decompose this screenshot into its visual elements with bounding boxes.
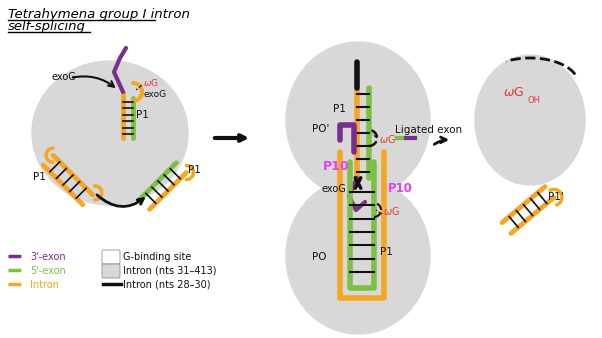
Text: P1': P1'	[548, 192, 563, 202]
Text: Intron (nts 28–30): Intron (nts 28–30)	[123, 280, 211, 290]
Text: PO': PO'	[312, 124, 329, 134]
Text: 5'-exon: 5'-exon	[30, 266, 66, 275]
Text: P1: P1	[380, 247, 393, 257]
FancyBboxPatch shape	[102, 250, 120, 264]
Text: exoG: exoG	[321, 184, 346, 194]
FancyBboxPatch shape	[102, 264, 120, 278]
Text: P1: P1	[33, 172, 46, 182]
Text: PO: PO	[312, 252, 326, 262]
Text: P10: P10	[323, 160, 350, 173]
Text: Tetrahymena group I intron: Tetrahymena group I intron	[8, 8, 190, 21]
Text: OH: OH	[527, 96, 540, 105]
Text: $\omega$G: $\omega$G	[379, 133, 396, 145]
Text: $\omega$G: $\omega$G	[383, 205, 400, 217]
Text: Ligated exon: Ligated exon	[395, 125, 462, 135]
Text: P1: P1	[136, 110, 149, 120]
Ellipse shape	[286, 178, 430, 334]
Ellipse shape	[475, 55, 585, 185]
Ellipse shape	[286, 42, 430, 198]
Text: P1: P1	[188, 165, 201, 175]
Text: Intron (nts 31–413): Intron (nts 31–413)	[123, 266, 217, 275]
Text: P10: P10	[388, 182, 413, 195]
Text: $\omega$G: $\omega$G	[143, 77, 159, 88]
Text: 3'-exon: 3'-exon	[30, 251, 66, 262]
Text: P1: P1	[333, 104, 346, 114]
Text: exoG: exoG	[52, 72, 76, 82]
Text: G-binding site: G-binding site	[123, 251, 191, 262]
Text: $\omega$G: $\omega$G	[503, 86, 524, 99]
Text: Intron: Intron	[30, 280, 59, 290]
Text: exoG: exoG	[144, 90, 167, 99]
Text: self-splicing: self-splicing	[8, 20, 86, 33]
Ellipse shape	[32, 61, 188, 205]
